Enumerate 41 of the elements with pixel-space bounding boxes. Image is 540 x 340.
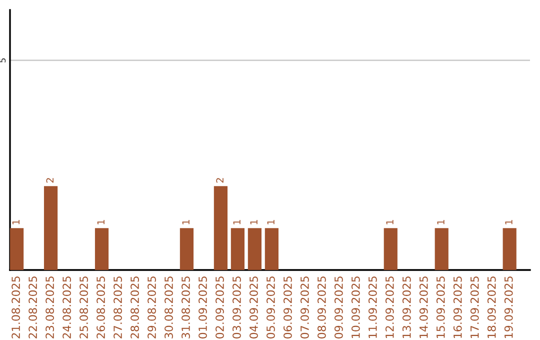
data-label: 1 <box>437 220 444 224</box>
x-tick-label: 17.09.2025 <box>470 276 479 338</box>
x-tick-label: 11.09.2025 <box>368 276 377 338</box>
x-tick-label: 24.08.2025 <box>62 276 71 338</box>
x-tick-label: 07.09.2025 <box>300 276 309 338</box>
x-tick-label: 12.09.2025 <box>385 276 394 338</box>
data-label: 1 <box>267 220 274 224</box>
x-tick-label: 18.09.2025 <box>487 276 496 338</box>
x-tick-label: 16.09.2025 <box>453 276 462 338</box>
data-label: 1 <box>97 220 104 224</box>
x-tick-label: 04.09.2025 <box>250 276 258 338</box>
x-tick-label: 29.08.2025 <box>148 276 156 338</box>
x-tick-label: 06.09.2025 <box>284 276 292 338</box>
data-label: 1 <box>250 220 258 224</box>
x-tick-label: 22.08.2025 <box>28 276 38 338</box>
x-tick-label: 27.08.2025 <box>114 276 122 338</box>
x-tick-label: 09.09.2025 <box>334 276 343 338</box>
x-tick-label: 21.08.2025 <box>12 276 20 338</box>
data-label: 1 <box>12 220 20 224</box>
data-label: 1 <box>505 220 512 224</box>
x-tick-label: 19.09.2025 <box>504 276 513 338</box>
data-label: 2 <box>46 178 54 183</box>
x-tick-label: 25.08.2025 <box>80 276 88 338</box>
x-tick-label: 05.09.2025 <box>266 276 275 338</box>
x-tick-label: 02.09.2025 <box>216 276 224 338</box>
data-label: 2 <box>216 178 224 183</box>
data-label: 1 <box>233 220 240 224</box>
x-tick-label: 30.08.2025 <box>164 276 173 338</box>
x-tick-label: 23.08.2025 <box>46 276 54 338</box>
x-tick-label: 28.08.2025 <box>130 276 139 338</box>
x-tick-label: 15.09.2025 <box>436 276 445 338</box>
x-tick-label: 13.09.2025 <box>402 276 411 338</box>
x-tick-label: 01.09.2025 <box>198 276 207 338</box>
x-tick-label: 03.09.2025 <box>232 276 241 338</box>
x-tick-label: 31.08.2025 <box>182 276 190 338</box>
x-tick-label: 26.08.2025 <box>96 276 105 338</box>
x-tick-label: 14.09.2025 <box>419 276 428 338</box>
data-label: 1 <box>182 220 190 224</box>
x-tick-label: 10.09.2025 <box>351 276 360 338</box>
x-tick-label: 08.09.2025 <box>318 276 326 338</box>
data-label: 1 <box>386 220 394 224</box>
